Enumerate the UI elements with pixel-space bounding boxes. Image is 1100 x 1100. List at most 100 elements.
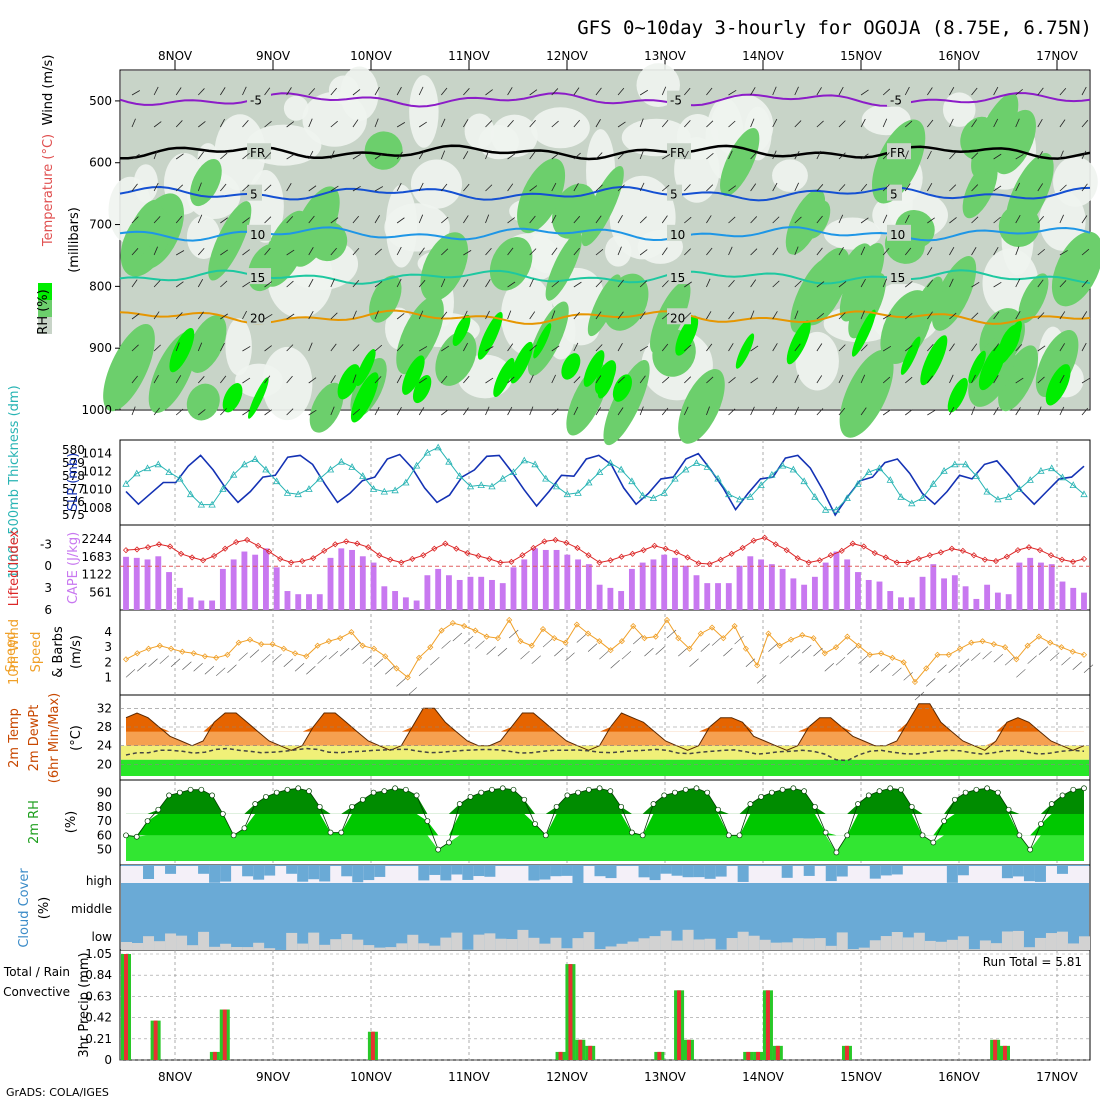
thickness-marker: [456, 472, 464, 479]
rh-area-band: [126, 835, 1084, 861]
wind-barb-10m: [689, 658, 699, 667]
rh-marker: [822, 829, 829, 836]
li-marker: [959, 547, 966, 554]
cloud-low-bar: [374, 947, 386, 950]
wind-barb: [463, 375, 470, 384]
wind-marker: [122, 656, 130, 663]
cloud-low-bar: [572, 938, 584, 950]
rh-dry-area: [605, 235, 632, 267]
thickness-marker: [445, 457, 453, 465]
cloud-high-bar: [737, 866, 749, 882]
cloud-low-bar: [990, 943, 1002, 950]
cape-bar: [801, 584, 808, 610]
cloud-low-bar: [704, 938, 716, 950]
cape-bar: [1005, 594, 1012, 610]
wind-barb: [1059, 214, 1064, 224]
wind-barb: [661, 312, 670, 320]
rh-marker: [812, 803, 818, 810]
wind-barb: [374, 118, 379, 128]
cape-bar: [811, 576, 818, 610]
wind-marker: [517, 638, 524, 645]
wind-barb: [684, 376, 692, 384]
wind-marker: [427, 644, 434, 651]
li-axis-label: Lifted Index: [7, 529, 22, 606]
wind-barb: [794, 374, 799, 384]
isotherm-label: -5: [250, 94, 262, 108]
cape-bar: [424, 575, 431, 610]
cloud-high-bar: [209, 866, 221, 883]
wind-barb: [485, 247, 492, 256]
rh-marker: [370, 789, 377, 796]
rh-dry-area: [262, 346, 313, 421]
wind-barb: [617, 87, 625, 96]
li-marker: [893, 559, 900, 566]
temp-axis-label-1: 2m Temp: [7, 708, 22, 768]
wind-barb: [197, 151, 205, 160]
cloud-low-bar: [165, 933, 177, 950]
wind-barb: [573, 183, 579, 192]
wind-barb: [507, 217, 515, 224]
rh-moist-area: [364, 131, 403, 170]
wind-barb: [904, 150, 909, 160]
rh-moist-area: [1018, 273, 1049, 324]
rh-marker: [951, 796, 958, 803]
rh-moist-area: [435, 331, 477, 386]
wind-barb: [860, 217, 869, 224]
wind-barb: [374, 406, 380, 416]
cape-bar: [123, 556, 129, 610]
cape-bar: [413, 600, 420, 610]
wind-barb-10m: [802, 644, 812, 654]
wind-barb: [1015, 182, 1021, 192]
thickness-marker: [574, 489, 582, 496]
rh-marker: [413, 792, 420, 799]
isotherm-label-bg: [667, 268, 691, 285]
wind-barb: [153, 86, 159, 96]
rh-moist-area: [527, 301, 569, 376]
wind-barb: [617, 279, 624, 288]
wind-barb: [706, 343, 713, 352]
wind-barb: [772, 86, 777, 96]
thickness-marker: [251, 455, 259, 462]
wind-marker: [415, 654, 423, 661]
wind-barb: [750, 216, 758, 224]
wind-marker: [528, 642, 535, 649]
wind-barb: [684, 281, 692, 288]
rh-marker: [532, 821, 538, 827]
isotherm-line: [119, 92, 1091, 108]
cape-bar: [489, 579, 495, 610]
wind-barb: [838, 152, 846, 160]
cape-bar: [994, 592, 1001, 610]
wind-barb: [750, 377, 759, 384]
isotherm-line: [119, 226, 1091, 242]
cloud-low-bar: [451, 932, 463, 950]
wind-barb: [706, 120, 714, 128]
thickness-marker: [714, 474, 722, 482]
wind-marker: [562, 639, 569, 646]
rh-marker: [553, 803, 560, 810]
cape-bar: [607, 587, 614, 610]
cloud-low-bar: [1079, 936, 1090, 950]
thickness-marker: [348, 463, 356, 470]
rh-saturated-area: [920, 335, 948, 386]
wind-barb: [639, 182, 645, 192]
wind-marker: [494, 635, 501, 642]
precip-convective-bar: [558, 1051, 563, 1060]
rh-marker: [252, 801, 259, 807]
rh-marker: [596, 785, 603, 792]
cloud-low-bar: [902, 937, 914, 950]
wind-barb: [418, 407, 425, 416]
temp-area: [126, 703, 1084, 746]
li-marker: [849, 540, 856, 547]
wind-barb-10m: [745, 658, 756, 667]
wind-barb: [595, 407, 602, 416]
wind-barb: [750, 87, 756, 96]
wind-barb: [882, 278, 888, 288]
wind-marker: [269, 641, 276, 648]
date-label-top: 12NOV: [546, 49, 588, 63]
cloud-low-bar: [1067, 943, 1079, 950]
rh-saturated-area: [786, 320, 811, 365]
wind-barb: [860, 153, 869, 160]
thickness-marker: [154, 460, 162, 468]
wind-barb-10m: [317, 655, 327, 664]
rh-legend-swatch: [38, 283, 52, 300]
